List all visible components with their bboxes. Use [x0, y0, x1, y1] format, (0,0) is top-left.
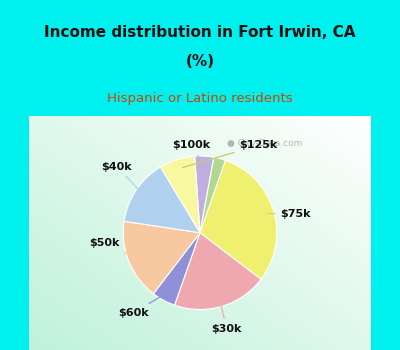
- Text: $40k: $40k: [102, 162, 142, 193]
- Text: $125k: $125k: [182, 140, 278, 168]
- Text: Hispanic or Latino residents: Hispanic or Latino residents: [107, 92, 293, 105]
- Text: $100k: $100k: [172, 140, 210, 163]
- Text: (%): (%): [186, 54, 214, 69]
- Text: $30k: $30k: [212, 300, 242, 334]
- Wedge shape: [160, 156, 200, 233]
- Text: $75k: $75k: [268, 209, 311, 218]
- Text: $60k: $60k: [119, 294, 166, 318]
- Wedge shape: [124, 167, 200, 233]
- Text: $50k: $50k: [89, 238, 135, 257]
- Wedge shape: [174, 233, 261, 309]
- Text: Income distribution in Fort Irwin, CA: Income distribution in Fort Irwin, CA: [44, 25, 356, 40]
- Wedge shape: [123, 221, 200, 294]
- Wedge shape: [153, 233, 200, 305]
- Wedge shape: [195, 156, 214, 233]
- Wedge shape: [200, 157, 226, 233]
- Text: ● City-Data.com: ● City-Data.com: [227, 139, 303, 148]
- Wedge shape: [200, 160, 277, 279]
